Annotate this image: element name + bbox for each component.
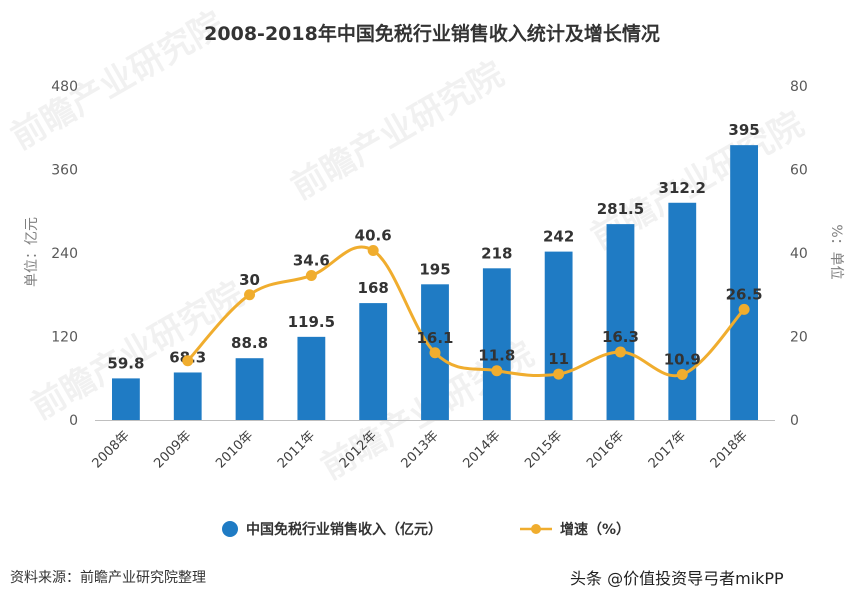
x-tick-label: 2014年	[460, 428, 503, 471]
growth-line	[186, 245, 746, 378]
footer-source: 资料来源：前瞻产业研究院整理	[10, 569, 206, 586]
y-tick-label: 360	[51, 163, 78, 179]
x-tick-label: 2011年	[275, 428, 318, 471]
growth-data-label: 34.6	[293, 252, 330, 270]
line-series	[182, 244, 750, 380]
bar-data-label: 242	[543, 228, 574, 246]
x-tick-label: 2010年	[213, 428, 256, 471]
y-tick-label: 480	[51, 79, 78, 95]
y2-axis-label: %：单位	[828, 224, 844, 279]
growth-data-label: 10.9	[664, 350, 701, 368]
line-labels: 30 34.6 40.6 16.1 11.8 11 16.3 10.9 26.5	[239, 226, 762, 368]
bar	[235, 358, 264, 420]
bar-series	[112, 145, 758, 421]
bar	[482, 268, 511, 420]
watermark-2: 前瞻产业研究院	[285, 54, 511, 208]
legend: 中国免税行业销售收入（亿元） 增速（%）	[222, 521, 630, 538]
x-tick-label: 2018年	[708, 428, 751, 471]
y-tick-label: 240	[51, 246, 78, 262]
bar	[668, 202, 697, 420]
y-tick-label: 120	[51, 330, 78, 346]
growth-point	[614, 346, 626, 358]
bar-data-label: 88.8	[231, 334, 268, 352]
bar-data-label: 218	[481, 244, 512, 262]
y2-axis-ticks: 0 20 40 60 80	[790, 79, 808, 429]
growth-point	[738, 303, 750, 315]
bar	[359, 303, 388, 420]
growth-point	[367, 244, 379, 256]
bar-data-label: 395	[728, 121, 759, 139]
growth-data-label: 11	[548, 350, 569, 368]
growth-point	[305, 270, 317, 282]
bar	[112, 378, 140, 420]
bar-data-label: 59.8	[107, 354, 144, 372]
bar-data-label: 281.5	[597, 200, 644, 218]
y2-tick-label: 80	[790, 79, 808, 95]
growth-point	[244, 289, 256, 301]
growth-data-label: 16.3	[602, 328, 639, 346]
bar	[173, 372, 202, 420]
legend-bar-label: 中国免税行业销售收入（亿元）	[246, 521, 442, 538]
y2-tick-label: 60	[790, 163, 808, 179]
bar	[544, 251, 573, 420]
growth-point	[491, 365, 503, 377]
x-tick-label: 2015年	[522, 428, 565, 471]
y-axis-ticks: 0 120 240 360 480	[51, 79, 78, 429]
legend-line-marker-dot	[531, 524, 541, 534]
chart-title: 2008-2018年中国免税行业销售收入统计及增长情况	[204, 22, 660, 45]
growth-data-label: 40.6	[355, 226, 392, 244]
bar-data-label: 312.2	[659, 179, 706, 197]
bar	[297, 336, 326, 420]
x-tick-label: 2009年	[151, 428, 194, 471]
growth-point	[676, 368, 688, 380]
growth-data-label: 30	[239, 271, 260, 289]
bar-data-label: 119.5	[288, 313, 335, 331]
bar-data-label: 168	[358, 279, 389, 297]
y-axis-label: 单位：亿元	[24, 217, 40, 287]
footer-brand: 头条 @价值投资导弓者mikPP	[570, 569, 784, 588]
watermark-1: 前瞻产业研究院	[5, 4, 231, 158]
legend-line-label: 增速（%）	[560, 521, 630, 538]
legend-bar-marker	[222, 521, 238, 537]
x-tick-label: 2016年	[584, 428, 627, 471]
x-tick-label: 2017年	[646, 428, 689, 471]
growth-data-label: 26.5	[726, 285, 763, 303]
y2-tick-label: 40	[790, 246, 808, 262]
x-tick-label: 2008年	[90, 428, 133, 471]
growth-point	[182, 355, 194, 367]
growth-data-label: 16.1	[416, 329, 453, 347]
growth-point	[429, 347, 441, 359]
y2-tick-label: 0	[790, 413, 799, 429]
growth-point	[553, 368, 565, 380]
bar	[606, 224, 635, 420]
y-tick-label: 0	[69, 413, 78, 429]
bar-data-label: 195	[419, 260, 450, 278]
growth-data-label: 11.8	[478, 347, 515, 365]
bar	[730, 145, 758, 421]
y2-tick-label: 20	[790, 330, 808, 346]
